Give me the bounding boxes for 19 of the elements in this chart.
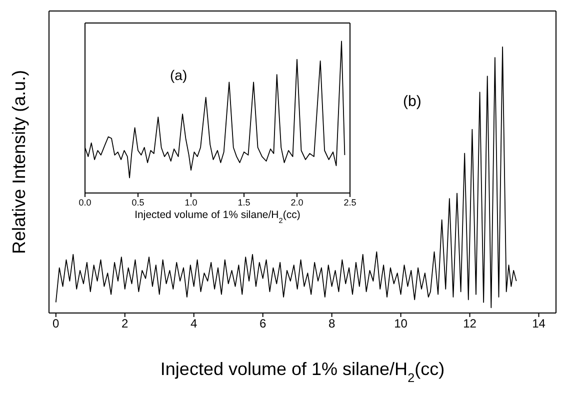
x-tick-label: 0	[52, 316, 60, 331]
x-tick-label: 14	[532, 316, 546, 331]
x-tick-label: 1.0	[184, 197, 198, 208]
x-tick-label: 0.0	[78, 197, 92, 208]
y-axis-title: Relative Intensity (a.u.)	[9, 70, 29, 254]
annotation: (a)	[170, 67, 188, 83]
x-tick-label: 2.5	[344, 197, 356, 208]
x-tick-label: 1.5	[238, 197, 250, 208]
x-tick-label: 6	[259, 316, 266, 331]
annotation: (b)	[403, 93, 422, 110]
x-tick-label: 2.0	[290, 197, 304, 208]
x-tick-label: 10	[394, 316, 408, 331]
x-axis-title: Injected volume of 1% silane/H$_{2}$(cc)	[134, 209, 300, 224]
x-tick-label: 12	[463, 316, 477, 331]
x-tick-label: 8	[328, 316, 336, 331]
x-tick-label: 0.5	[132, 197, 144, 208]
x-axis-title: Injected volume of 1% silane/H$_{2}$(cc)	[160, 359, 445, 385]
x-tick-label: 2	[122, 316, 129, 331]
x-tick-label: 4	[190, 316, 198, 331]
